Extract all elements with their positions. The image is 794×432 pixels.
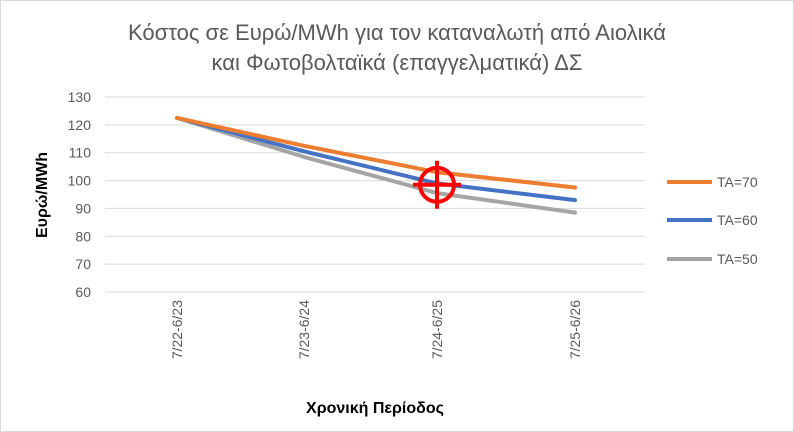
x-tick-label: 7/24-6/25 (429, 300, 445, 359)
x-axis-ticks: 7/22-6/23 7/23-6/24 7/24-6/25 7/25-6/26 (169, 300, 583, 359)
legend: TA=70 TA=60 TA=50 (667, 174, 758, 267)
legend-label: TA=70 (717, 174, 758, 190)
x-tick-label: 7/22-6/23 (169, 300, 185, 359)
chart-title-line-1: Κόστος σε Ευρώ/MWh για τον καταναλωτή απ… (127, 20, 667, 45)
x-tick-label: 7/23-6/24 (296, 300, 312, 359)
y-tick-label: 110 (69, 145, 92, 161)
x-axis-label: Χρονική Περίοδος (306, 400, 444, 417)
chart-title: Κόστος σε Ευρώ/MWh για τον καταναλωτή απ… (0, 18, 794, 78)
annotation (413, 160, 461, 209)
y-tick-label: 120 (68, 117, 92, 133)
y-tick-label: 130 (68, 89, 92, 105)
gridlines (105, 96, 645, 293)
y-tick-label: 100 (68, 173, 92, 189)
legend-label: TA=60 (717, 212, 758, 228)
chart-title-line-2: και Φωτοβολταϊκά (επαγγελματικά) ΔΣ (211, 50, 583, 75)
series-lines (175, 115, 577, 215)
y-tick-label: 60 (75, 284, 91, 300)
series-line (175, 115, 577, 215)
series-line (175, 115, 577, 203)
y-tick-label: 90 (75, 200, 91, 216)
y-axis-label: Ευρώ/MWh (34, 152, 51, 238)
x-tick-label: 7/25-6/26 (567, 300, 583, 359)
series-line (175, 115, 577, 190)
y-tick-label: 70 (75, 256, 91, 272)
y-tick-label: 80 (75, 228, 91, 244)
y-axis-ticks: 60 70 80 90 100 110 120 130 (68, 89, 92, 300)
legend-label: TA=50 (717, 251, 758, 267)
